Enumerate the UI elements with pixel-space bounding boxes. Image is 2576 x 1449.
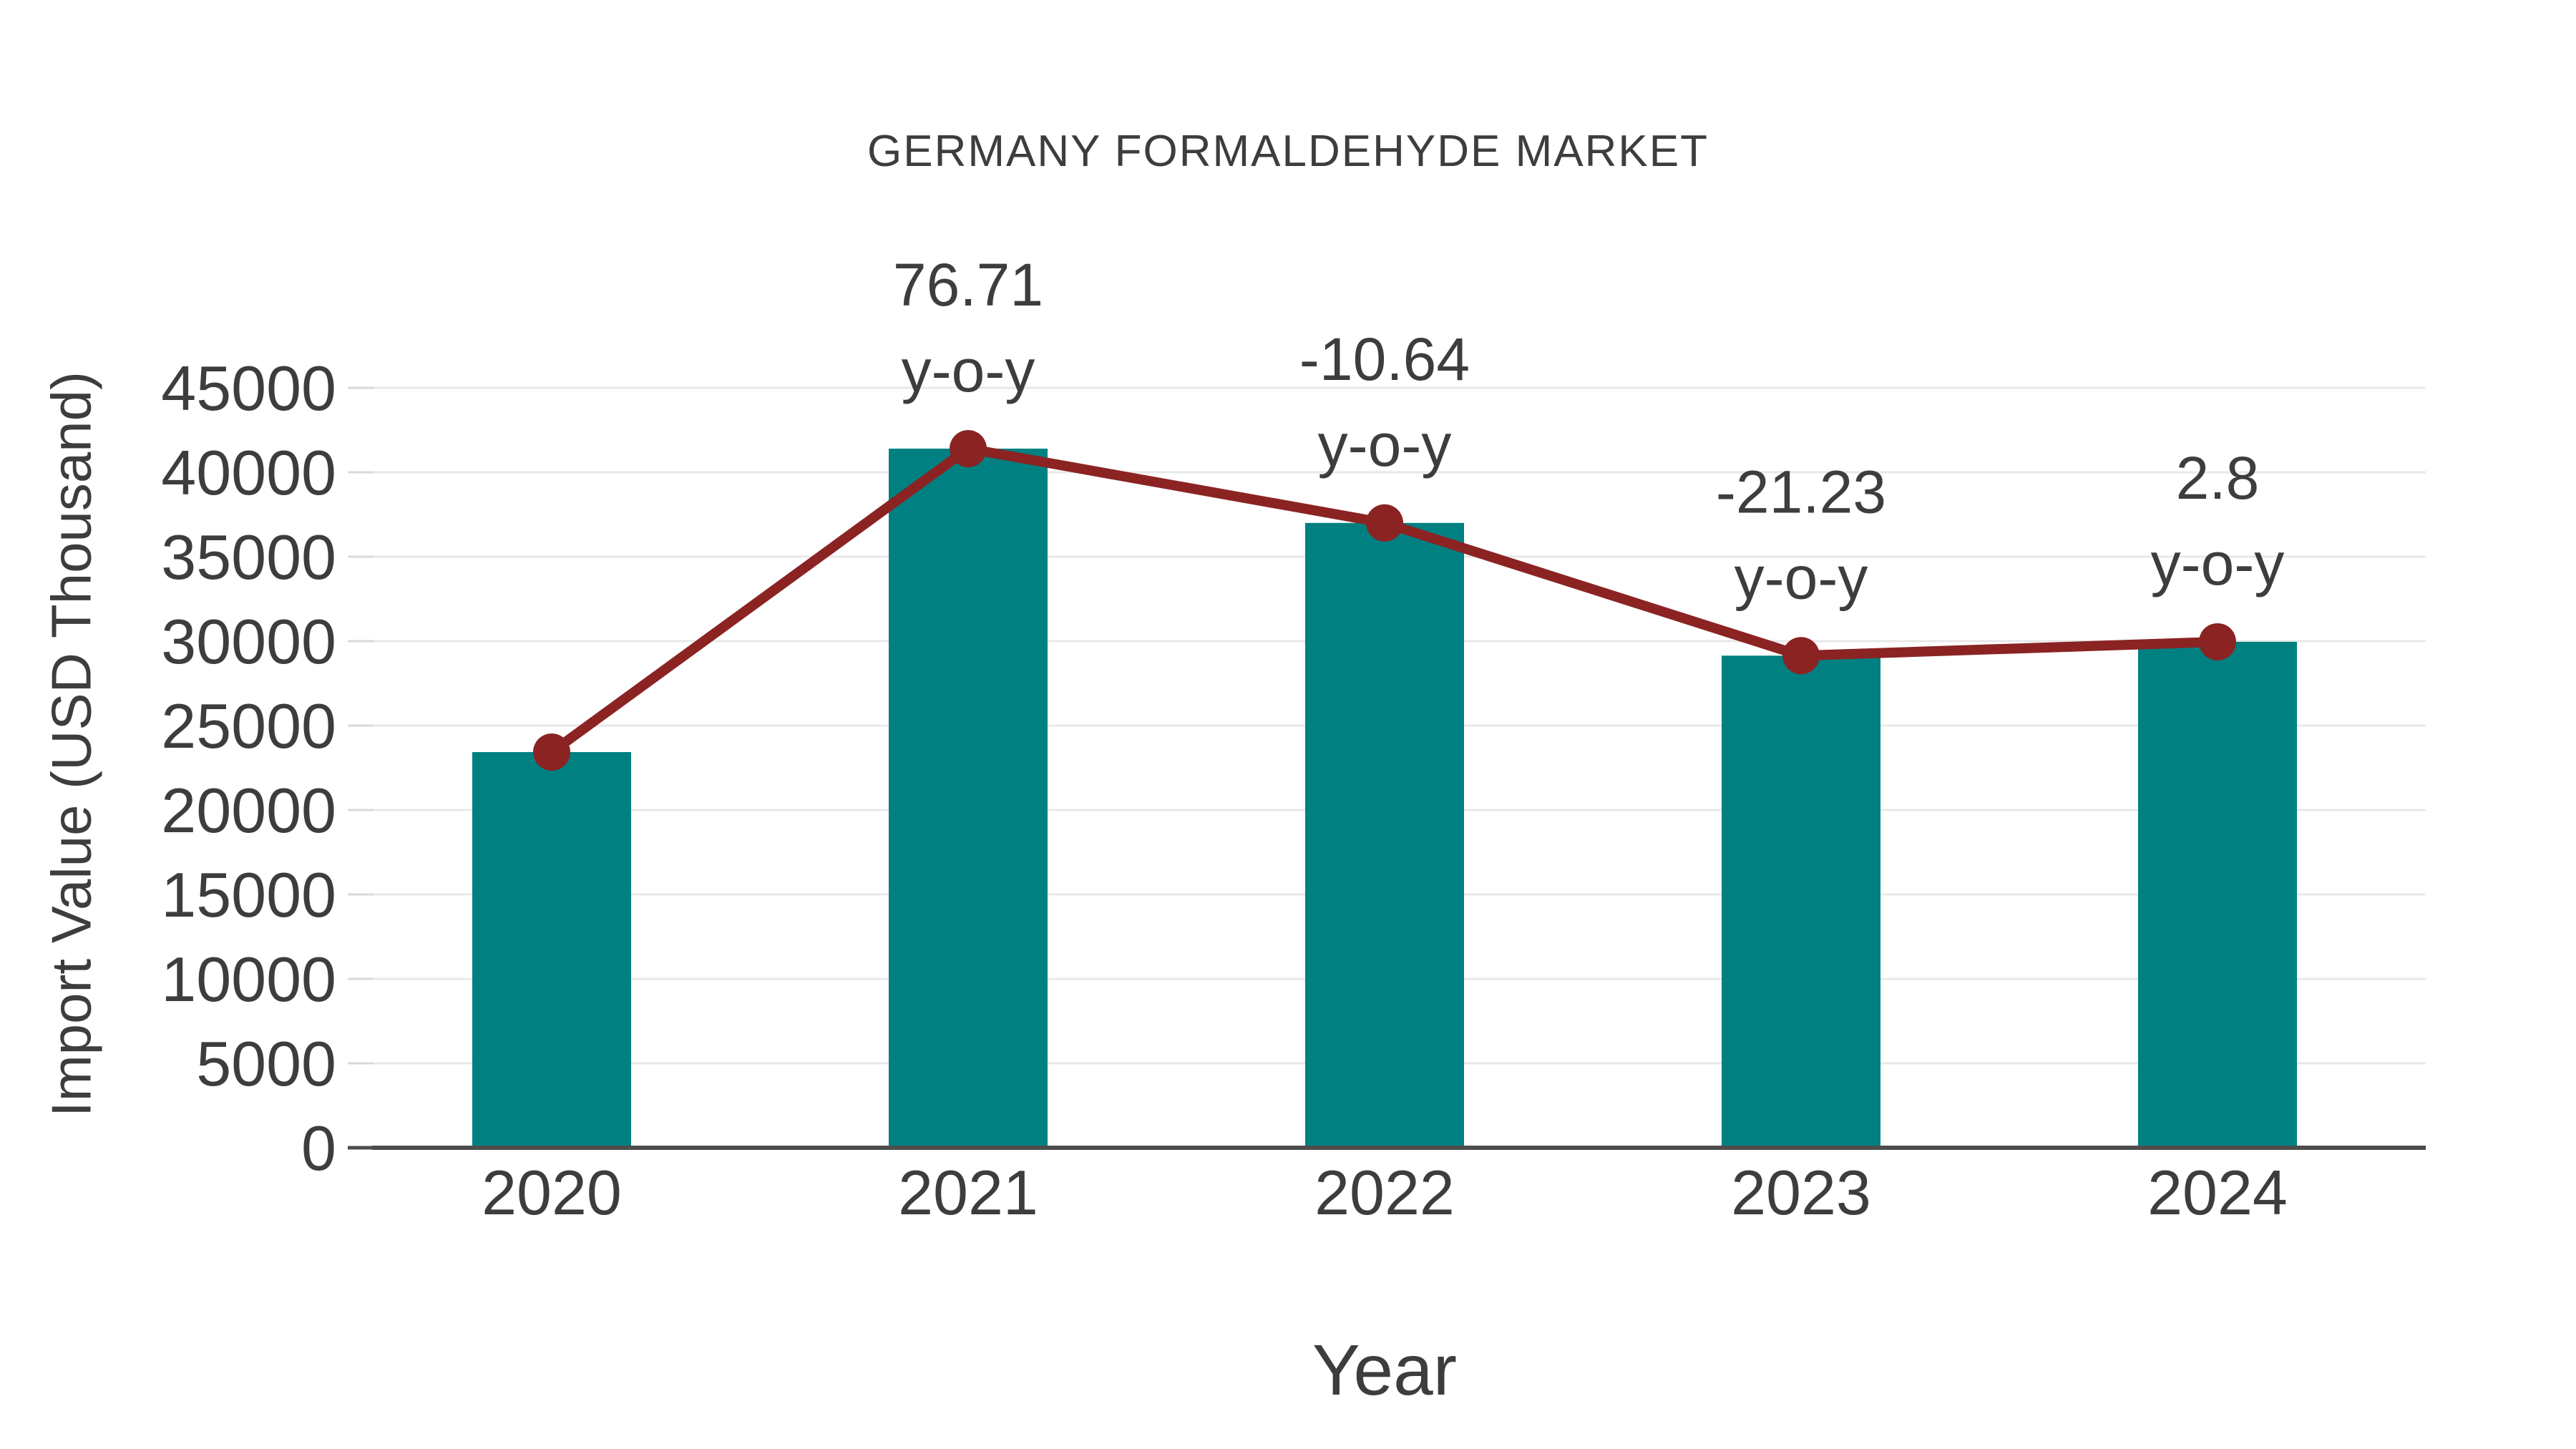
y-tick-label: 25000 bbox=[161, 691, 336, 761]
x-tick-label-2024: 2024 bbox=[2147, 1157, 2288, 1228]
trend-point-2023 bbox=[1782, 637, 1820, 675]
y-tick-label: 15000 bbox=[161, 859, 336, 930]
annotation-value: 2.8 bbox=[2176, 444, 2260, 512]
bar-2020 bbox=[472, 752, 631, 1148]
annotation-value: -21.23 bbox=[1716, 458, 1886, 525]
bar-2022 bbox=[1305, 522, 1464, 1148]
trend-point-2024 bbox=[2199, 623, 2236, 660]
x-tick-label-2020: 2020 bbox=[482, 1157, 622, 1228]
bar-2021 bbox=[889, 448, 1048, 1148]
y-tick-label: 20000 bbox=[161, 775, 336, 846]
trend-point-2022 bbox=[1366, 504, 1403, 542]
trend-point-2020 bbox=[533, 733, 570, 771]
x-tick-label-2021: 2021 bbox=[898, 1157, 1038, 1228]
y-tick-label: 30000 bbox=[161, 606, 336, 677]
bar-2024 bbox=[2138, 641, 2297, 1148]
x-axis-title: Year bbox=[1312, 1330, 1458, 1410]
annotation-value: 76.71 bbox=[893, 251, 1043, 318]
annotation-yoy: y-o-y bbox=[1735, 544, 1868, 611]
y-tick-label: 5000 bbox=[196, 1028, 336, 1099]
x-tick-label-2023: 2023 bbox=[1731, 1157, 1871, 1228]
trend-point-2021 bbox=[950, 429, 987, 467]
annotation-yoy: y-o-y bbox=[1318, 411, 1452, 479]
y-tick-label: 35000 bbox=[161, 522, 336, 592]
annotation-value: -10.64 bbox=[1299, 326, 1470, 393]
y-tick-label: 45000 bbox=[161, 353, 336, 424]
annotation-yoy: y-o-y bbox=[902, 337, 1035, 404]
y-tick-label: 40000 bbox=[161, 437, 336, 508]
y-tick-label: 10000 bbox=[161, 944, 336, 1015]
y-tick-label: 0 bbox=[301, 1113, 336, 1184]
chart-title: GERMANY FORMALDEHYDE MARKET bbox=[867, 127, 1709, 176]
bar-2023 bbox=[1722, 655, 1880, 1148]
x-tick-label-2022: 2022 bbox=[1314, 1157, 1455, 1228]
annotation-yoy: y-o-y bbox=[2151, 530, 2285, 597]
